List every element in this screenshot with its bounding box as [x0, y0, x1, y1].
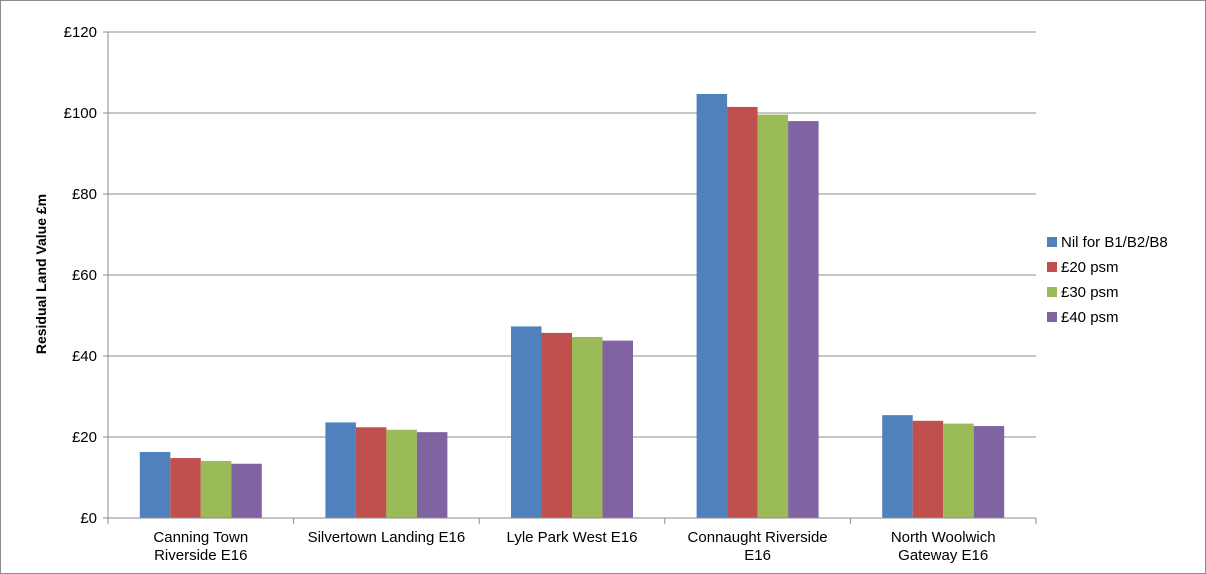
bar	[602, 340, 633, 518]
y-tick-label: £80	[72, 186, 97, 203]
legend-label: £40 psm	[1061, 309, 1119, 326]
bar	[200, 460, 232, 518]
bar	[757, 114, 789, 519]
bar	[541, 332, 572, 518]
bar	[882, 415, 913, 518]
bar	[511, 326, 542, 518]
bars	[139, 93, 1005, 519]
bar	[943, 423, 974, 518]
x-tick-label: Connaught Riverside E16	[688, 529, 828, 564]
bar	[325, 422, 356, 518]
x-tick-label: Lyle Park West E16	[507, 529, 638, 546]
y-tick-label: £100	[64, 105, 97, 122]
bar	[572, 336, 603, 518]
bar	[386, 429, 417, 518]
x-tick-label: Canning Town Riverside E16	[153, 529, 248, 564]
bar	[727, 106, 758, 519]
bar	[139, 451, 171, 518]
legend-label: Nil for B1/B2/B8	[1061, 234, 1168, 251]
legend-swatch	[1047, 237, 1057, 247]
gridlines	[108, 31, 1036, 438]
legend-swatch	[1047, 312, 1057, 322]
x-tick-label: North Woolwich Gateway E16	[891, 529, 996, 564]
bar	[231, 463, 262, 518]
y-axis-title: Residual Land Value £m	[33, 194, 49, 354]
y-tick-label: £60	[72, 267, 97, 284]
axes: £0 £20 £40 £60 £80 £100 £120 Canning Town Rivers…	[64, 24, 1037, 564]
y-tick-label: £120	[64, 24, 97, 41]
bar	[973, 426, 1005, 518]
legend-swatch	[1047, 287, 1057, 297]
bar	[912, 420, 944, 518]
bar	[696, 93, 728, 518]
legend-label: £30 psm	[1061, 284, 1119, 301]
bar	[355, 427, 387, 518]
bar	[170, 458, 201, 518]
x-tick-label: Silvertown Landing E16	[308, 529, 466, 546]
bar	[788, 121, 819, 518]
bar	[416, 432, 448, 518]
y-tick-label: £40	[72, 348, 97, 365]
legend: Nil for B1/B2/B8 £20 psm £30 psm £40 psm	[1047, 234, 1168, 326]
y-tick-label: £20	[72, 429, 97, 446]
legend-label: £20 psm	[1061, 259, 1119, 276]
legend-swatch	[1047, 262, 1057, 272]
y-tick-label: £0	[80, 510, 97, 527]
